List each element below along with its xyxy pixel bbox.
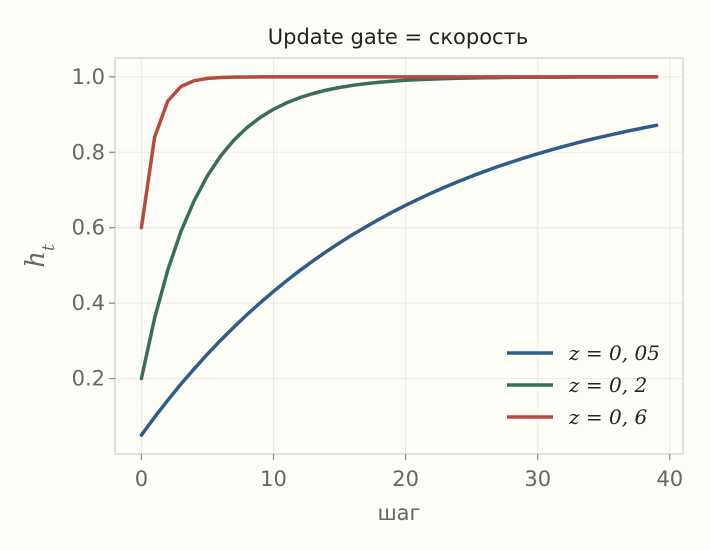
x-axis-label: шаг	[377, 501, 420, 525]
plot-frame	[114, 57, 684, 455]
legend-label: z = 0, 6	[568, 405, 647, 429]
legend-label: z = 0, 05	[568, 341, 660, 365]
series-line	[139, 123, 659, 437]
legend: z = 0, 05 z = 0, 2 z = 0, 6	[507, 341, 660, 429]
chart-title: Update gate = скорость	[268, 25, 528, 49]
y-tick-label: 0.4	[72, 291, 105, 315]
series-line	[139, 75, 659, 230]
legend-label: z = 0, 2	[568, 373, 647, 397]
x-tick-label: 10	[260, 467, 287, 491]
y-tick-label: 0.8	[72, 140, 105, 164]
x-tick-label: 0	[135, 467, 148, 491]
x-tick-label: 40	[656, 467, 683, 491]
y-tick-label: 0.2	[72, 367, 105, 391]
axis-ticks: 0 10 20 30 40 0.2 0.4 0.6 0.8 1.0	[72, 65, 684, 491]
y-tick-label: 0.6	[72, 216, 105, 240]
x-tick-label: 20	[392, 467, 419, 491]
x-tick-label: 30	[524, 467, 551, 491]
y-tick-label: 1.0	[72, 65, 105, 89]
series-layer	[139, 75, 659, 437]
